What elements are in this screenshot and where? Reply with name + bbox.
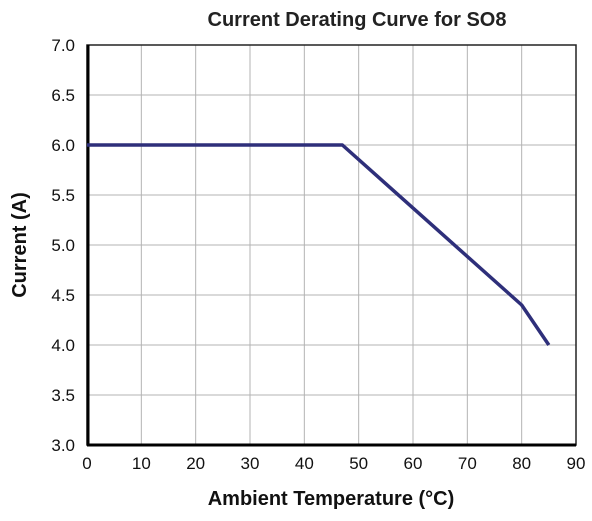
y-tick-label: 3.5	[51, 386, 75, 405]
x-tick-label: 70	[458, 454, 477, 473]
y-tick-label: 6.5	[51, 86, 75, 105]
x-tick-label: 80	[512, 454, 531, 473]
x-tick-label: 30	[241, 454, 260, 473]
x-tick-label: 40	[295, 454, 314, 473]
x-axis-label: Ambient Temperature (°C)	[208, 488, 455, 510]
grid-lines	[86, 44, 577, 446]
x-tick-label: 50	[349, 454, 368, 473]
y-axis-label: Current (A)	[9, 192, 31, 298]
y-tick-labels: 3.0 3.5 4.0 4.5 5.0 5.5 6.0 6.5 7.0	[51, 36, 75, 455]
x-tick-label: 60	[404, 454, 423, 473]
y-tick-label: 6.0	[51, 136, 75, 155]
x-tick-label: 90	[567, 454, 586, 473]
series-layer	[87, 143, 551, 346]
y-tick-label: 4.5	[51, 286, 75, 305]
y-tick-label: 7.0	[51, 36, 75, 55]
series-line	[87, 143, 551, 346]
x-tick-label: 0	[82, 454, 91, 473]
y-tick-label: 5.0	[51, 236, 75, 255]
chart-title: Current Derating Curve for SO8	[208, 9, 507, 31]
y-tick-label: 4.0	[51, 336, 75, 355]
x-tick-label: 20	[186, 454, 205, 473]
x-tick-labels: 0 10 20 30 40 50 60 70 80 90	[82, 454, 585, 473]
y-tick-label: 5.5	[51, 186, 75, 205]
x-tick-label: 10	[132, 454, 151, 473]
y-tick-label: 3.0	[51, 436, 75, 455]
